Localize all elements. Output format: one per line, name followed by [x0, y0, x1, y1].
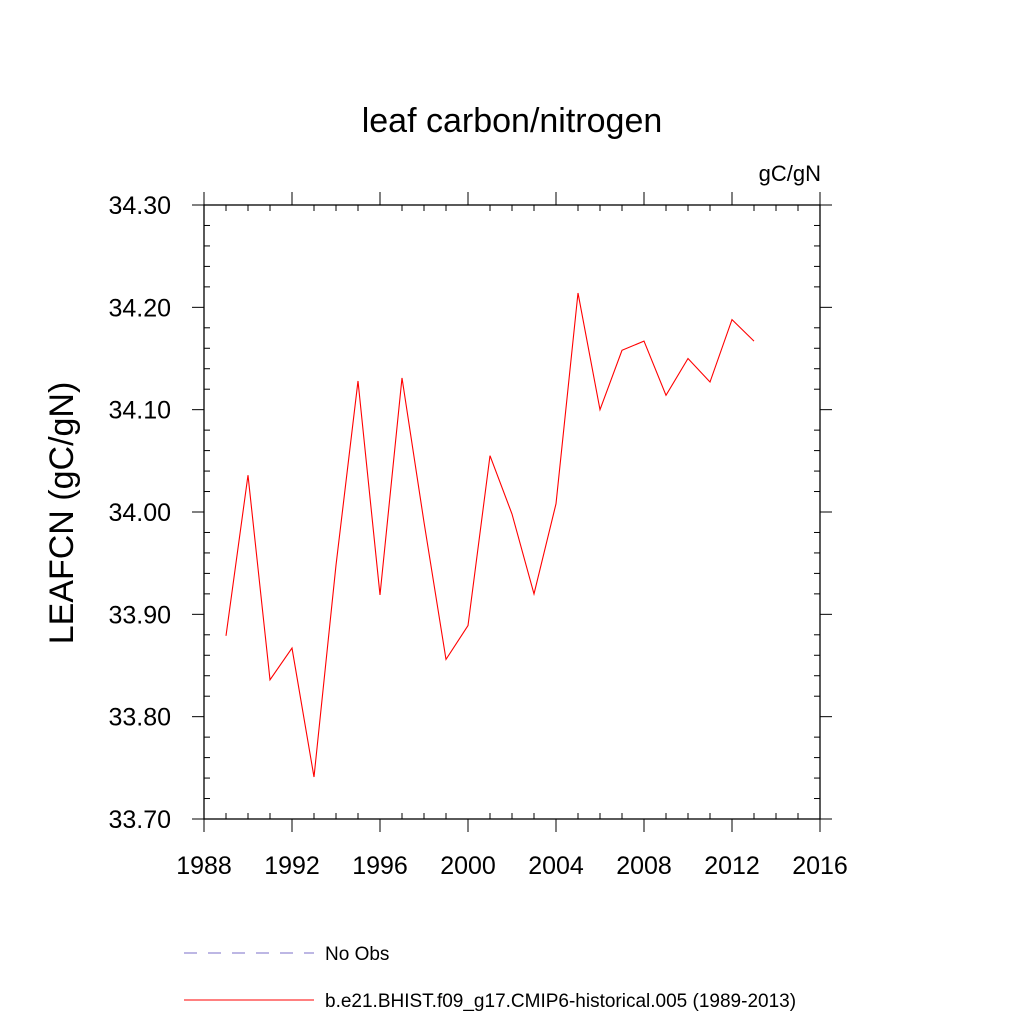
y-minor-ticks — [204, 224, 820, 800]
legend: No Obs b.e21.BHIST.f09_g17.CMIP6-historic… — [184, 944, 796, 1012]
x-tick-label: 2016 — [792, 852, 848, 880]
x-major-ticks — [203, 192, 821, 832]
x-tick-label: 2004 — [528, 852, 584, 880]
y-tick-label: 33.70 — [108, 806, 171, 834]
units-label: gC/gN — [759, 161, 821, 186]
y-tick-label: 34.30 — [108, 192, 171, 220]
series-line — [225, 292, 755, 778]
x-tick-label: 1992 — [264, 852, 320, 880]
y-tick-label: 34.00 — [108, 499, 171, 527]
legend-label: b.e21.BHIST.f09_g17.CMIP6-historical.005… — [325, 991, 796, 1012]
x-tick-label: 2000 — [440, 852, 496, 880]
x-tick-label: 2008 — [616, 852, 672, 880]
y-major-ticks — [192, 204, 832, 820]
chart-title: leaf carbon/nitrogen — [362, 102, 663, 140]
plot-frame — [203, 204, 821, 820]
y-tick-label: 34.10 — [108, 397, 171, 425]
y-tick-labels: 33.70 33.80 33.90 34.00 34.10 34.20 34.30 — [108, 192, 171, 834]
x-tick-label: 2012 — [704, 852, 760, 880]
x-tick-labels: 1988 1992 1996 2000 2004 2008 2012 2016 — [176, 852, 848, 880]
y-tick-label: 33.90 — [108, 601, 171, 629]
x-tick-label: 1988 — [176, 852, 232, 880]
legend-label: No Obs — [325, 944, 389, 965]
y-tick-label: 33.80 — [108, 704, 171, 732]
y-tick-label: 34.20 — [108, 294, 171, 322]
x-tick-label: 1996 — [352, 852, 408, 880]
y-axis-label: LEAFCN (gC/gN) — [43, 382, 81, 645]
series-layer — [225, 292, 755, 778]
x-minor-ticks — [225, 205, 799, 819]
